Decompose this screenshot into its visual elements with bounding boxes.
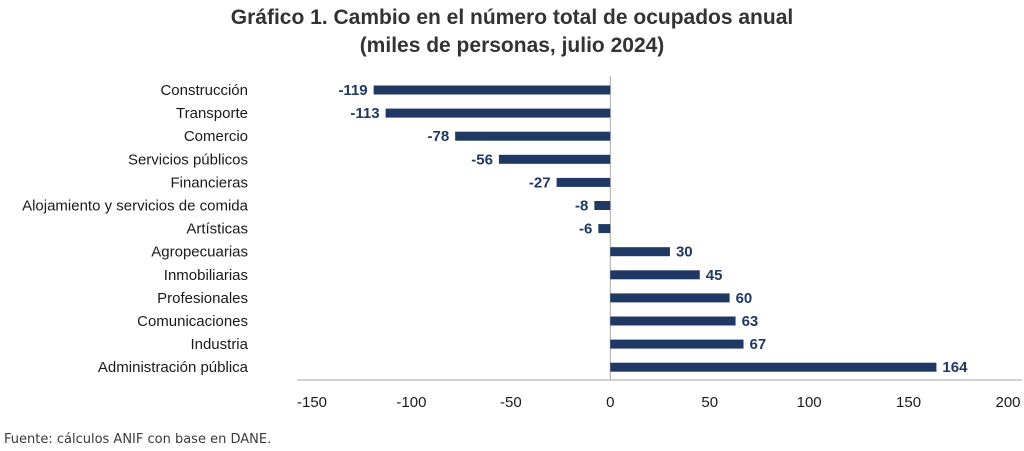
- bar: [610, 316, 736, 326]
- x-tick-label: -150: [297, 394, 327, 411]
- category-label: Agropecuarias: [151, 244, 248, 261]
- data-label: -78: [427, 128, 449, 145]
- data-label: -6: [579, 221, 592, 238]
- data-label: 164: [942, 359, 968, 376]
- category-label: Comercio: [184, 128, 248, 145]
- chart-title: Gráfico 1. Cambio en el número total de …: [0, 4, 1024, 60]
- data-label: 63: [742, 313, 759, 330]
- x-tick-label: 150: [896, 394, 921, 411]
- category-label: Construcción: [160, 82, 248, 99]
- bar: [373, 85, 611, 95]
- category-label: Profesionales: [157, 290, 248, 307]
- category-label: Financieras: [170, 174, 248, 191]
- bar: [610, 247, 670, 257]
- data-label: 30: [676, 244, 693, 261]
- data-label: -56: [471, 151, 493, 168]
- data-label: 60: [736, 290, 753, 307]
- bar: [610, 293, 730, 303]
- chart-title-line-2: (miles de personas, julio 2024): [359, 34, 665, 57]
- category-label: Artísticas: [186, 221, 248, 238]
- data-label: -119: [338, 82, 367, 99]
- bar: [455, 131, 611, 141]
- bar: [556, 177, 611, 187]
- bar: [610, 270, 700, 280]
- x-tick-label: 0: [606, 394, 614, 411]
- bar: [598, 224, 611, 234]
- source-note: Fuente: cálculos ANIF con base en DANE.: [4, 432, 272, 447]
- category-label: Comunicaciones: [137, 313, 248, 330]
- data-label: -27: [529, 174, 551, 191]
- x-tick-label: -100: [396, 394, 426, 411]
- data-label: -8: [575, 198, 588, 215]
- x-tick-label: -50: [500, 394, 522, 411]
- category-label: Alojamiento y servicios de comida: [22, 198, 249, 215]
- bar: [498, 154, 611, 164]
- bar: [610, 339, 744, 349]
- bar: [385, 108, 611, 118]
- bars-group: Construcción -119 Transporte -113 Comercio -7…: [22, 76, 968, 380]
- x-tick-label: 200: [995, 394, 1020, 411]
- category-label: Transporte: [176, 105, 248, 122]
- x-tick-label: 50: [701, 394, 718, 411]
- x-tick-label: 100: [797, 394, 822, 411]
- category-label: Servicios públicos: [128, 151, 248, 168]
- bar: [594, 201, 611, 210]
- bar: [610, 362, 937, 372]
- category-label: Industria: [190, 336, 248, 353]
- x-axis: -150 -100 -50 0 50 100 150 200: [297, 379, 1022, 411]
- data-label: 45: [706, 267, 723, 284]
- data-label: -113: [350, 105, 379, 122]
- category-label: Inmobiliarias: [164, 267, 248, 284]
- chart-title-line-1: Gráfico 1. Cambio en el número total de …: [230, 6, 794, 29]
- data-label: 67: [750, 336, 767, 353]
- category-label: Administración pública: [98, 359, 249, 376]
